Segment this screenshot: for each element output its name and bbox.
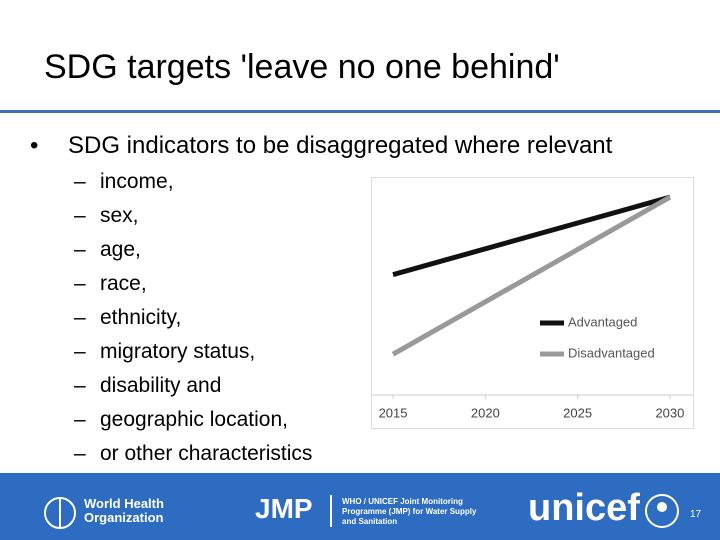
jmp-desc: WHO / UNICEF Joint Monitoring Programme (… <box>342 497 476 527</box>
unicef-emblem <box>645 494 679 528</box>
sub-bullet-text: geographic location, <box>100 408 288 431</box>
sub-bullet-text: disability and <box>100 374 222 397</box>
x-tick-label: 2020 <box>471 405 500 420</box>
bullet: SDG indicators to be disaggregated where… <box>68 132 613 159</box>
sub-bullet: – or other characteristics <box>74 442 313 466</box>
dash: – <box>74 340 86 363</box>
sub-bullet: – geographic location, <box>74 408 288 432</box>
sub-bullet-text: or other characteristics <box>100 442 313 465</box>
who-line: Organization <box>84 510 164 525</box>
sub-bullet-text: migratory status, <box>100 340 256 363</box>
legend-label: Disadvantaged <box>568 345 655 360</box>
legend-label: Advantaged <box>568 314 637 329</box>
jmp-line: and Sanitation <box>342 517 398 526</box>
sub-bullet: – race, <box>74 272 147 296</box>
sub-bullet-text: race, <box>100 272 147 295</box>
sub-bullet: – sex, <box>74 204 139 228</box>
dash: – <box>74 272 86 295</box>
chart: 2015 2020 2025 2030 Advantaged Disadvantaged <box>371 177 694 429</box>
sub-bullet-text: age, <box>100 238 141 261</box>
sub-bullet-text: sex, <box>100 204 139 227</box>
sub-bullet: – income, <box>74 170 174 194</box>
sub-bullet-text: ethnicity, <box>100 306 182 329</box>
dash: – <box>74 204 86 227</box>
who-line: World Health <box>84 496 164 511</box>
who-logo <box>44 497 76 529</box>
jmp-line: WHO / UNICEF Joint Monitoring <box>342 497 463 506</box>
x-tick-label: 2015 <box>379 405 408 420</box>
bullet-dot: • <box>30 132 39 159</box>
slide-title: SDG targets 'leave no one behind' <box>44 48 560 86</box>
sub-bullet-text: income, <box>100 170 174 193</box>
title-rule <box>0 110 720 113</box>
unicef-logo: unicef <box>528 487 640 529</box>
dash: – <box>74 238 86 261</box>
jmp-line: Programme (JMP) for Water Supply <box>342 507 477 516</box>
sub-bullet: – ethnicity, <box>74 306 182 330</box>
x-tick-label: 2030 <box>655 405 684 420</box>
dash: – <box>74 408 86 431</box>
sub-bullet: – migratory status, <box>74 340 256 364</box>
series-line <box>392 194 671 278</box>
who-name: World Health Organization <box>84 497 164 525</box>
dash: – <box>74 170 86 193</box>
dash: – <box>74 442 86 465</box>
footer: World Health Organization JMP WHO / UNICE… <box>0 473 720 540</box>
series-line <box>391 195 672 357</box>
sub-bullet: – age, <box>74 238 141 262</box>
dash: – <box>74 306 86 329</box>
page-number: 17 <box>690 509 702 520</box>
dash: – <box>74 374 86 397</box>
jmp-divider <box>330 495 332 527</box>
x-tick-label: 2025 <box>563 405 592 420</box>
sub-bullet: – disability and <box>74 374 222 398</box>
jmp-logo: JMP <box>255 493 313 524</box>
